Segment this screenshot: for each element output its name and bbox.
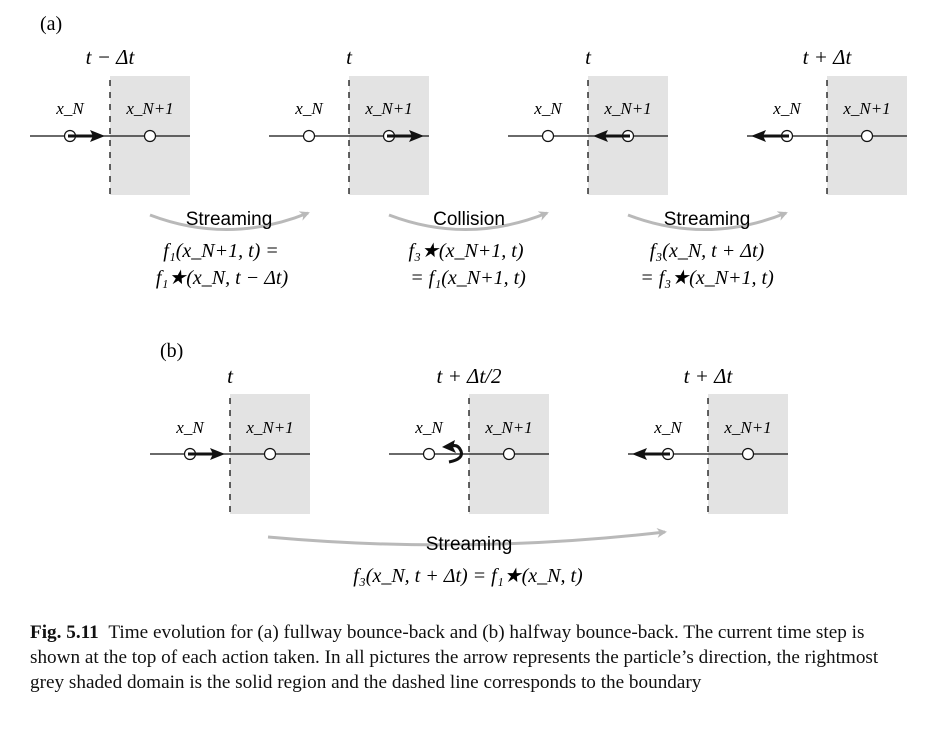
action-label: Streaming [664, 209, 751, 230]
time-label: t [585, 45, 592, 69]
particle-arrow-left [751, 130, 789, 142]
particle-arrow-left [632, 448, 670, 460]
panel-a-step-3: t x_N x_N+1 [508, 45, 668, 195]
equation-line-2: f₁★(x_N, t − Δt) [156, 267, 289, 289]
node-label-xn: x_N [772, 99, 802, 118]
time-label: t [227, 364, 234, 388]
node-xn1 [741, 447, 755, 461]
panel-b-step-3: t + Δt x_N x_N+1 [628, 364, 788, 514]
figure-canvas: (a) t − Δt x_N x_N+1 t x_N x_N+1 t [30, 13, 907, 587]
panel-b-label: (b) [160, 340, 183, 362]
node-label-xn1: x_N+1 [245, 418, 293, 437]
node-xn1 [860, 129, 874, 143]
transition-streaming-b: Streaming f₃(x_N, t + Δt) = f₁★(x_N, t) [267, 527, 667, 587]
equation-line-1: f₁(x_N+1, t) = [163, 240, 279, 262]
particle-arrow-right [68, 130, 105, 142]
node-label-xn: x_N [175, 418, 205, 437]
node-label-xn1: x_N+1 [842, 99, 890, 118]
figure-number: Fig. 5.11 [30, 622, 99, 643]
particle-arrow-left [593, 130, 630, 142]
node-label-xn1: x_N+1 [125, 99, 173, 118]
node-label-xn: x_N [414, 418, 444, 437]
equation-line-2: = f₁(x_N+1, t) [410, 267, 526, 289]
time-label: t − Δt [86, 45, 136, 69]
caption-text: Time evolution for (a) fullway bounce-ba… [30, 622, 879, 693]
node-xn [422, 447, 436, 461]
time-label: t + Δt/2 [437, 364, 502, 388]
node-xn1 [143, 129, 157, 143]
figure-caption: Fig. 5.11 Time evolution for (a) fullway… [30, 620, 915, 695]
node-label-xn1: x_N+1 [603, 99, 651, 118]
transition-streaming-2: Streaming f₃(x_N, t + Δt) = f₃★(x_N+1, t… [627, 209, 788, 289]
action-label: Streaming [186, 209, 273, 230]
equation-line-1: f₃★(x_N+1, t) [408, 240, 523, 262]
node-xn [541, 129, 555, 143]
equation-line-2: = f₃★(x_N+1, t) [640, 267, 774, 289]
action-label: Collision [433, 209, 505, 230]
node-label-xn1: x_N+1 [723, 418, 771, 437]
particle-u-turn-arrow [442, 440, 463, 464]
transition-collision: Collision f₃★(x_N+1, t) = f₁(x_N+1, t) [388, 209, 549, 289]
node-xn1 [263, 447, 277, 461]
particle-arrow-right [387, 130, 424, 142]
time-label: t + Δt [684, 364, 734, 388]
curved-gray-arrow [267, 527, 667, 547]
curved-gray-arrow [627, 211, 788, 231]
equation: f₃(x_N, t + Δt) = f₁★(x_N, t) [353, 565, 583, 587]
action-label: Streaming [426, 534, 513, 555]
time-label: t [346, 45, 353, 69]
time-label: t + Δt [803, 45, 853, 69]
node-xn [302, 129, 316, 143]
node-label-xn: x_N [55, 99, 85, 118]
node-label-xn: x_N [533, 99, 563, 118]
curved-gray-arrow [388, 211, 549, 231]
particle-arrow-right [188, 448, 225, 460]
node-label-xn1: x_N+1 [364, 99, 412, 118]
transition-streaming-1: Streaming f₁(x_N+1, t) = f₁★(x_N, t − Δt… [149, 209, 310, 289]
panel-a-step-4: t + Δt x_N x_N+1 [747, 45, 907, 195]
node-label-xn1: x_N+1 [484, 418, 532, 437]
panel-b-step-1: t x_N x_N+1 [150, 364, 310, 514]
node-label-xn: x_N [294, 99, 324, 118]
panel-a-label: (a) [40, 13, 62, 35]
node-label-xn: x_N [653, 418, 683, 437]
curved-gray-arrow [149, 211, 310, 231]
node-xn1 [502, 447, 516, 461]
equation-line-1: f₃(x_N, t + Δt) [650, 240, 765, 262]
panel-a-step-2: t x_N x_N+1 [269, 45, 429, 195]
panel-a-step-1: t − Δt x_N x_N+1 [30, 45, 190, 195]
panel-b-step-2: t + Δt/2 x_N x_N+1 [389, 364, 549, 514]
